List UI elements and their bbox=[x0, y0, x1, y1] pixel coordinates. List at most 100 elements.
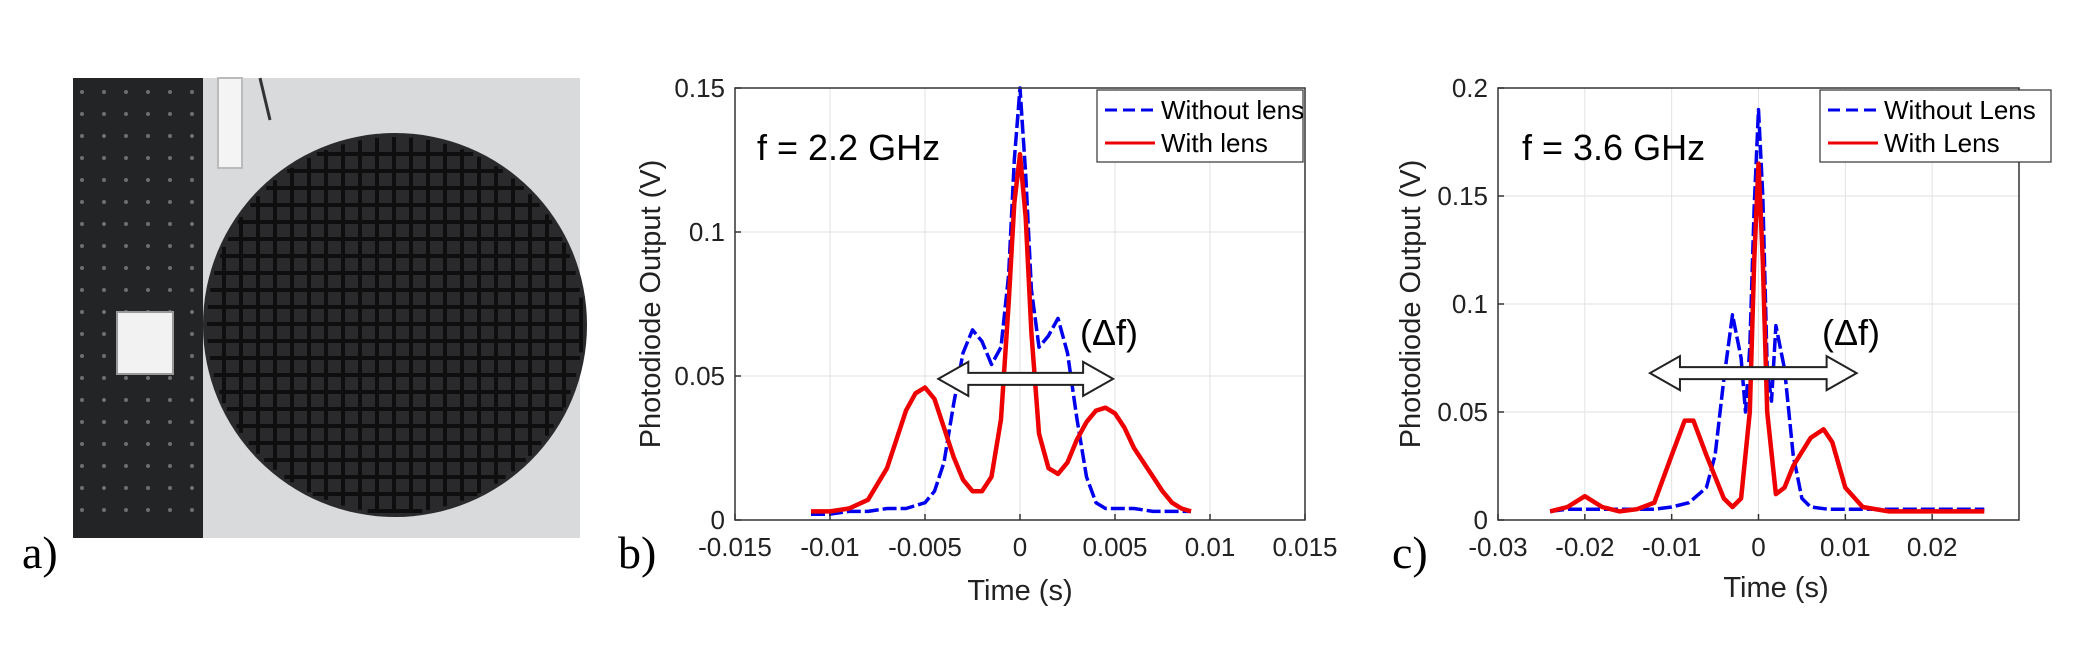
breadboard-hole bbox=[190, 134, 194, 138]
breadboard-hole bbox=[190, 222, 194, 226]
breadboard-hole bbox=[190, 464, 194, 468]
chart-c-ticks: -0.03 -0.02 -0.01 0 0.01 0.02 0 0.05 0.1 0.15 0.2 bbox=[1437, 73, 1957, 562]
chart-c: -0.03 -0.02 -0.01 0 0.01 0.0200.050.10.150.2 … bbox=[1392, 73, 2052, 604]
panel-label-c: c) bbox=[1392, 527, 1428, 578]
breadboard-hole bbox=[102, 442, 106, 446]
optical-breadboard bbox=[73, 78, 203, 538]
chart-b: -0.015 -0.01 -0.005 0 0.005 0.01 0.015 0 0.05 0.1… bbox=[618, 73, 1338, 607]
breadboard-hole bbox=[190, 442, 194, 446]
breadboard-hole bbox=[102, 266, 106, 270]
breadboard-hole bbox=[80, 442, 84, 446]
breadboard-hole bbox=[102, 332, 106, 336]
breadboard-hole bbox=[190, 288, 194, 292]
breadboard-hole bbox=[124, 244, 128, 248]
breadboard-hole bbox=[102, 376, 106, 380]
breadboard-hole bbox=[124, 266, 128, 270]
breadboard-hole bbox=[80, 464, 84, 468]
breadboard-hole bbox=[146, 222, 150, 226]
breadboard-hole bbox=[168, 90, 172, 94]
breadboard-hole bbox=[190, 332, 194, 336]
chart-c-legend-box bbox=[1819, 89, 2052, 163]
breadboard-hole bbox=[102, 508, 106, 512]
chart-c-ylabel: Photodiode Output (V) bbox=[1395, 160, 1427, 449]
breadboard-hole bbox=[102, 134, 106, 138]
double-arrow-shape bbox=[1647, 354, 1859, 392]
x-tick-label: 0.01 bbox=[1185, 532, 1236, 562]
breadboard-hole bbox=[124, 508, 128, 512]
breadboard-hole bbox=[80, 90, 84, 94]
breadboard-hole bbox=[168, 200, 172, 204]
y-tick-label: 0.05 bbox=[1437, 397, 1488, 427]
breadboard-hole bbox=[80, 310, 84, 314]
breadboard-hole bbox=[168, 112, 172, 116]
chart-b-frequency-label: f = 2.2 GHz bbox=[757, 127, 940, 168]
breadboard-hole bbox=[80, 376, 84, 380]
breadboard-hole bbox=[80, 486, 84, 490]
breadboard-hole bbox=[168, 376, 172, 380]
chart-b-delta-arrow bbox=[936, 360, 1116, 398]
breadboard-hole bbox=[80, 222, 84, 226]
chart-c-delta-arrow bbox=[1647, 354, 1859, 392]
breadboard-hole bbox=[124, 134, 128, 138]
chart-c-legend: Without Lens With Lens bbox=[1819, 89, 2052, 163]
chart-c-series bbox=[1549, 107, 1985, 514]
breadboard-hole bbox=[102, 200, 106, 204]
breadboard-hole bbox=[146, 376, 150, 380]
chart-b-series bbox=[811, 86, 1192, 516]
breadboard-hole bbox=[190, 310, 194, 314]
breadboard-hole bbox=[102, 112, 106, 116]
panel-label-a: a) bbox=[22, 527, 58, 578]
breadboard-hole bbox=[102, 464, 106, 468]
breadboard-hole bbox=[146, 156, 150, 160]
breadboard-hole bbox=[124, 464, 128, 468]
lattice-grid bbox=[207, 137, 583, 513]
y-tick-label: 0 bbox=[1474, 505, 1488, 535]
x-tick-label: -0.03 bbox=[1468, 532, 1527, 562]
breadboard-hole bbox=[146, 442, 150, 446]
breadboard-hole bbox=[146, 112, 150, 116]
breadboard-hole bbox=[124, 288, 128, 292]
chart-b-legend: Without lens With lens bbox=[1096, 89, 1304, 163]
breadboard-hole bbox=[190, 156, 194, 160]
breadboard-hole bbox=[168, 398, 172, 402]
breadboard-hole bbox=[80, 420, 84, 424]
breadboard-hole bbox=[124, 90, 128, 94]
breadboard-hole bbox=[146, 266, 150, 270]
breadboard-hole bbox=[102, 288, 106, 292]
breadboard-hole bbox=[190, 420, 194, 424]
breadboard-hole bbox=[168, 156, 172, 160]
breadboard-hole bbox=[102, 486, 106, 490]
breadboard-hole bbox=[80, 354, 84, 358]
breadboard-hole bbox=[190, 398, 194, 402]
x-tick-label: -0.01 bbox=[1642, 532, 1701, 562]
y-tick-label: 0.05 bbox=[674, 361, 725, 391]
rail-post bbox=[217, 77, 243, 169]
x-tick-label: 0 bbox=[1013, 532, 1027, 562]
breadboard-hole bbox=[146, 486, 150, 490]
breadboard-hole bbox=[168, 442, 172, 446]
y-tick-label: 0.15 bbox=[674, 73, 725, 103]
series-line-without-lens bbox=[811, 86, 1191, 516]
breadboard-hole bbox=[124, 200, 128, 204]
breadboard-hole bbox=[80, 508, 84, 512]
breadboard-hole bbox=[168, 222, 172, 226]
breadboard-hole bbox=[168, 420, 172, 424]
breadboard-hole bbox=[80, 288, 84, 292]
breadboard-hole bbox=[146, 90, 150, 94]
breadboard-hole bbox=[80, 266, 84, 270]
chart-c-legend-label-without: Without Lens bbox=[1884, 95, 2036, 125]
chart-b-delta-label: (Δf) bbox=[1080, 312, 1138, 353]
breadboard-hole bbox=[146, 134, 150, 138]
breadboard-hole bbox=[102, 222, 106, 226]
y-tick-label: 0.15 bbox=[1437, 181, 1488, 211]
breadboard-hole bbox=[102, 90, 106, 94]
breadboard-hole bbox=[124, 398, 128, 402]
breadboard-hole bbox=[190, 90, 194, 94]
double-arrow-shape bbox=[936, 360, 1116, 398]
y-tick-label: 0.1 bbox=[1452, 289, 1488, 319]
breadboard-hole bbox=[146, 508, 150, 512]
chart-c-legend-label-with: With Lens bbox=[1884, 128, 2000, 158]
x-tick-label: -0.015 bbox=[698, 532, 772, 562]
series-line-with-lens bbox=[1549, 161, 1985, 514]
